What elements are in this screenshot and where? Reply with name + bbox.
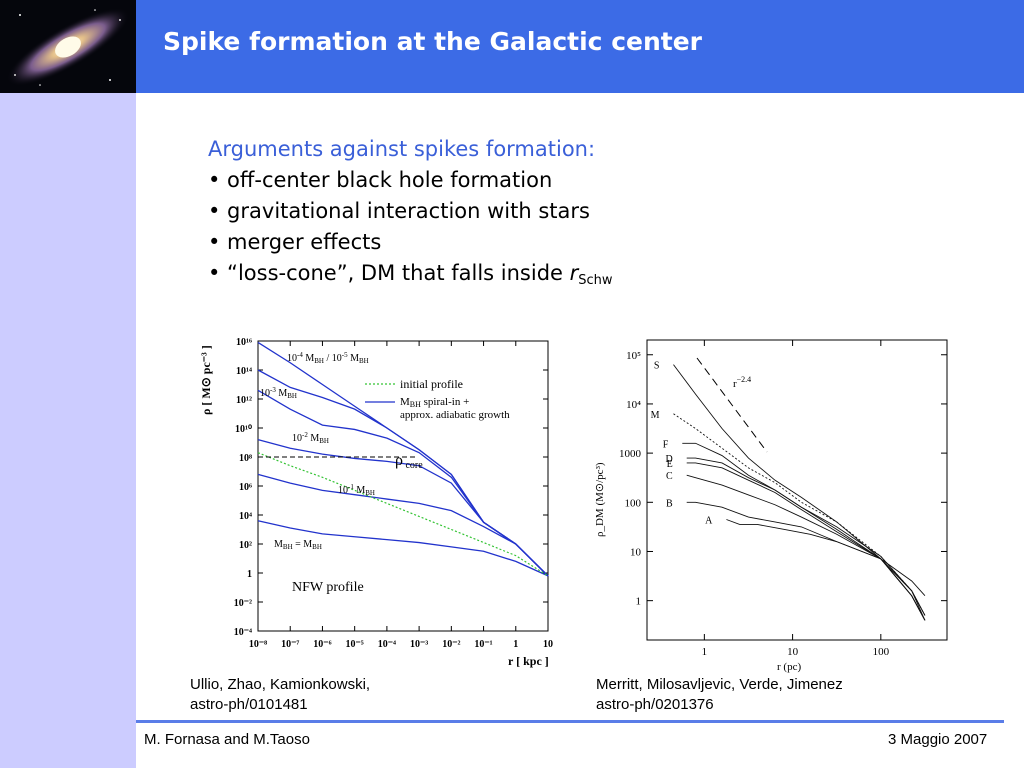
series-line-D: [686, 457, 926, 621]
series-label: F: [663, 439, 669, 450]
right-caption-line2: astro-ph/0201376: [596, 696, 714, 713]
series-label: A: [705, 516, 713, 527]
y-tick-label: 10⁴: [626, 399, 641, 411]
y-tick-label: 10: [630, 546, 642, 558]
bullet-item: • merger effects: [208, 230, 382, 254]
x-tick-label: 10⁻⁸: [249, 639, 267, 650]
series-label: D: [665, 454, 672, 465]
initial-profile-line: [257, 452, 549, 577]
y-tick-label: 1000: [619, 448, 642, 460]
left-caption: Ullio, Zhao, Kamionkowski, astro-ph/0101…: [190, 675, 370, 715]
bullet-item: • gravitational interaction with stars: [208, 199, 590, 223]
x-tick-label: 10⁻⁴: [378, 639, 396, 650]
y-tick-label: 10¹⁰: [235, 424, 252, 435]
series-line-F: [682, 442, 926, 616]
x-axis-label: r [ kpc ]: [508, 654, 549, 668]
slope-line: [696, 357, 768, 453]
y-tick-label: 10⁵: [626, 350, 641, 362]
y-tick-label: 1: [636, 596, 642, 608]
legend-initial: initial profile: [400, 377, 463, 391]
y-tick-label: 100: [625, 497, 642, 509]
x-tick-label: 10⁻⁶: [313, 639, 331, 650]
sidebar: [0, 93, 136, 768]
y-tick-label: 10¹⁴: [236, 366, 252, 377]
left-caption-line2: astro-ph/0101481: [190, 696, 308, 713]
y-tick-label: 10⁴: [239, 511, 252, 522]
annot-1e-1: 10-1 MBH: [338, 483, 375, 497]
legend-spiral-line2: approx. adiabatic growth: [400, 409, 510, 421]
left-figure: 10⁻⁸ 10⁻⁷ 10⁻⁶ 10⁻⁵ 10⁻⁴ 10⁻³ 10⁻² 10⁻¹ 1 10 10⁻⁴ 1…: [190, 325, 560, 670]
series-label: M: [651, 410, 660, 421]
series-label: C: [666, 471, 673, 482]
series-line: [257, 520, 549, 577]
y-axis-label: ρ_DM (M⊙/pc³): [594, 462, 606, 537]
y-tick-label: 10¹⁶: [236, 337, 252, 348]
series-line-S: [673, 364, 926, 621]
annot-nfw: NFW profile: [292, 580, 364, 595]
series-label: B: [666, 498, 673, 509]
annot-msbh: MBH = MBH: [274, 539, 322, 551]
y-tick-label: 10⁸: [239, 453, 252, 464]
series-line: [257, 473, 549, 577]
bullet-var: r: [569, 261, 579, 285]
galaxy-logo-icon: [0, 0, 136, 93]
bullet-list: Arguments against spikes formation: • of…: [208, 134, 613, 296]
right-caption: Merritt, Milosavljevic, Verde, Jimenez a…: [596, 675, 843, 715]
annot-slope: r−2.4: [733, 375, 751, 390]
x-tick-label: 10⁻²: [442, 639, 460, 650]
x-tick-label: 10⁻⁵: [346, 639, 364, 650]
legend-spiral-line1: MBH spiral-in +: [400, 396, 469, 409]
footer-divider: [136, 720, 1004, 723]
x-tick-label: 10⁻³: [410, 639, 428, 650]
rho-profile-chart: 10⁻⁸ 10⁻⁷ 10⁻⁶ 10⁻⁵ 10⁻⁴ 10⁻³ 10⁻² 10⁻¹ 1 10 10⁻⁴ 1…: [199, 337, 553, 668]
annot-rho-core: ρ core: [395, 452, 423, 471]
y-tick-label: 1: [247, 569, 252, 580]
x-axis-label: r (pc): [777, 661, 801, 673]
x-tick-label: 10: [787, 646, 799, 658]
y-tick-label: 10²: [239, 540, 252, 551]
annot-1e-2: 10-2 MBH: [292, 431, 329, 445]
y-tick-label: 10⁶: [239, 482, 252, 493]
y-tick-label: 10⁻⁴: [234, 627, 252, 638]
series-line: [257, 438, 549, 577]
y-tick-label: 10⁻²: [234, 598, 252, 609]
series-label: S: [654, 361, 660, 372]
y-tick-label: 10¹²: [236, 395, 252, 406]
annot-1e-4: 10-4 MBH / 10-5 MBH: [287, 351, 369, 365]
bullet-sub: Schw: [578, 273, 613, 288]
series-line-A: [726, 519, 926, 597]
footer-authors: M. Fornasa and M.Taoso: [144, 731, 310, 748]
bullet-text: • “loss-cone”, DM that falls inside: [208, 261, 570, 285]
slide-header: Spike formation at the Galactic center: [0, 0, 1024, 93]
footer-date: 3 Maggio 2007: [888, 731, 988, 748]
bullet-item: • “loss-cone”, DM that falls inside rSch…: [208, 258, 613, 296]
x-tick-label: 1: [702, 646, 708, 658]
x-tick-label: 1: [513, 639, 518, 650]
series-line-B: [686, 501, 926, 616]
plot-frame: [646, 339, 948, 641]
y-axis-label: ρ [ M⊙ pc⁻³ ]: [199, 345, 213, 415]
bullet-heading: Arguments against spikes formation:: [208, 137, 596, 161]
x-tick-label: 100: [873, 646, 890, 658]
x-tick-label: 10⁻¹: [474, 639, 492, 650]
right-caption-line1: Merritt, Milosavljevic, Verde, Jimenez: [596, 676, 843, 693]
bullet-item: • off-center black hole formation: [208, 168, 553, 192]
x-tick-label: 10: [543, 639, 553, 650]
x-tick-label: 10⁻⁷: [281, 639, 299, 650]
series-line-E: [686, 462, 926, 621]
series-line-C: [686, 474, 926, 621]
slide-title: Spike formation at the Galactic center: [163, 27, 703, 56]
series-label: E: [667, 459, 673, 470]
left-caption-line1: Ullio, Zhao, Kamionkowski,: [190, 676, 371, 693]
